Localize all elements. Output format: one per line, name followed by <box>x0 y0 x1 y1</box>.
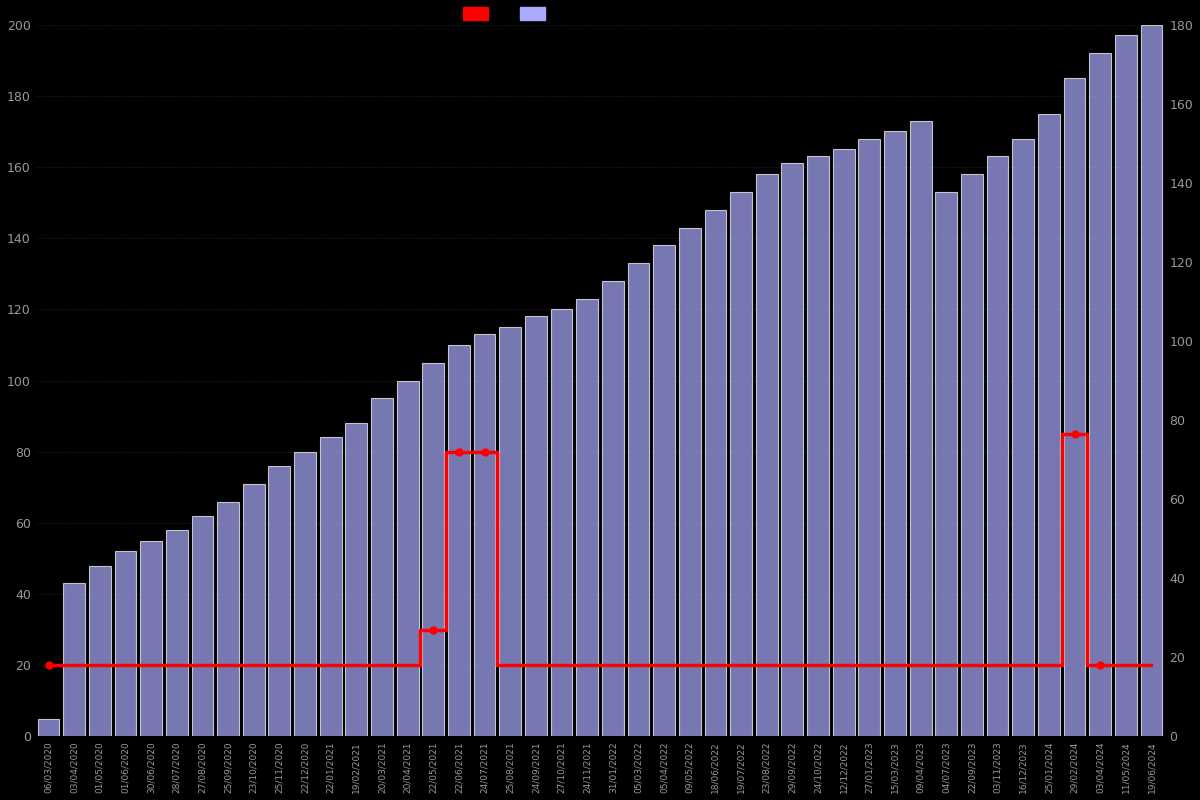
Bar <box>756 174 778 737</box>
Bar <box>551 310 572 737</box>
Bar <box>1140 25 1163 737</box>
Bar <box>166 530 187 737</box>
Bar <box>89 566 110 737</box>
Bar <box>371 398 392 737</box>
Bar <box>781 163 803 737</box>
Legend: , : , <box>460 3 560 26</box>
Bar <box>422 362 444 737</box>
Bar <box>1038 114 1060 737</box>
Bar <box>730 192 752 737</box>
Bar <box>397 381 419 737</box>
Bar <box>346 423 367 737</box>
Bar <box>192 516 214 737</box>
Bar <box>1115 35 1136 737</box>
Bar <box>448 345 470 737</box>
Bar <box>679 227 701 737</box>
Bar <box>64 583 85 737</box>
Bar <box>37 718 60 737</box>
Bar <box>114 551 137 737</box>
Bar <box>576 298 598 737</box>
Bar <box>910 121 931 737</box>
Bar <box>935 192 958 737</box>
Bar <box>986 156 1008 737</box>
Bar <box>524 317 547 737</box>
Bar <box>961 174 983 737</box>
Bar <box>653 246 676 737</box>
Bar <box>499 327 521 737</box>
Bar <box>319 438 342 737</box>
Bar <box>808 156 829 737</box>
Bar <box>269 466 290 737</box>
Bar <box>833 150 854 737</box>
Bar <box>858 138 881 737</box>
Bar <box>294 452 316 737</box>
Bar <box>242 484 265 737</box>
Bar <box>602 281 624 737</box>
Bar <box>1013 138 1034 737</box>
Bar <box>704 210 726 737</box>
Bar <box>474 334 496 737</box>
Bar <box>628 263 649 737</box>
Bar <box>884 131 906 737</box>
Bar <box>1090 53 1111 737</box>
Bar <box>140 541 162 737</box>
Bar <box>1063 78 1086 737</box>
Bar <box>217 502 239 737</box>
